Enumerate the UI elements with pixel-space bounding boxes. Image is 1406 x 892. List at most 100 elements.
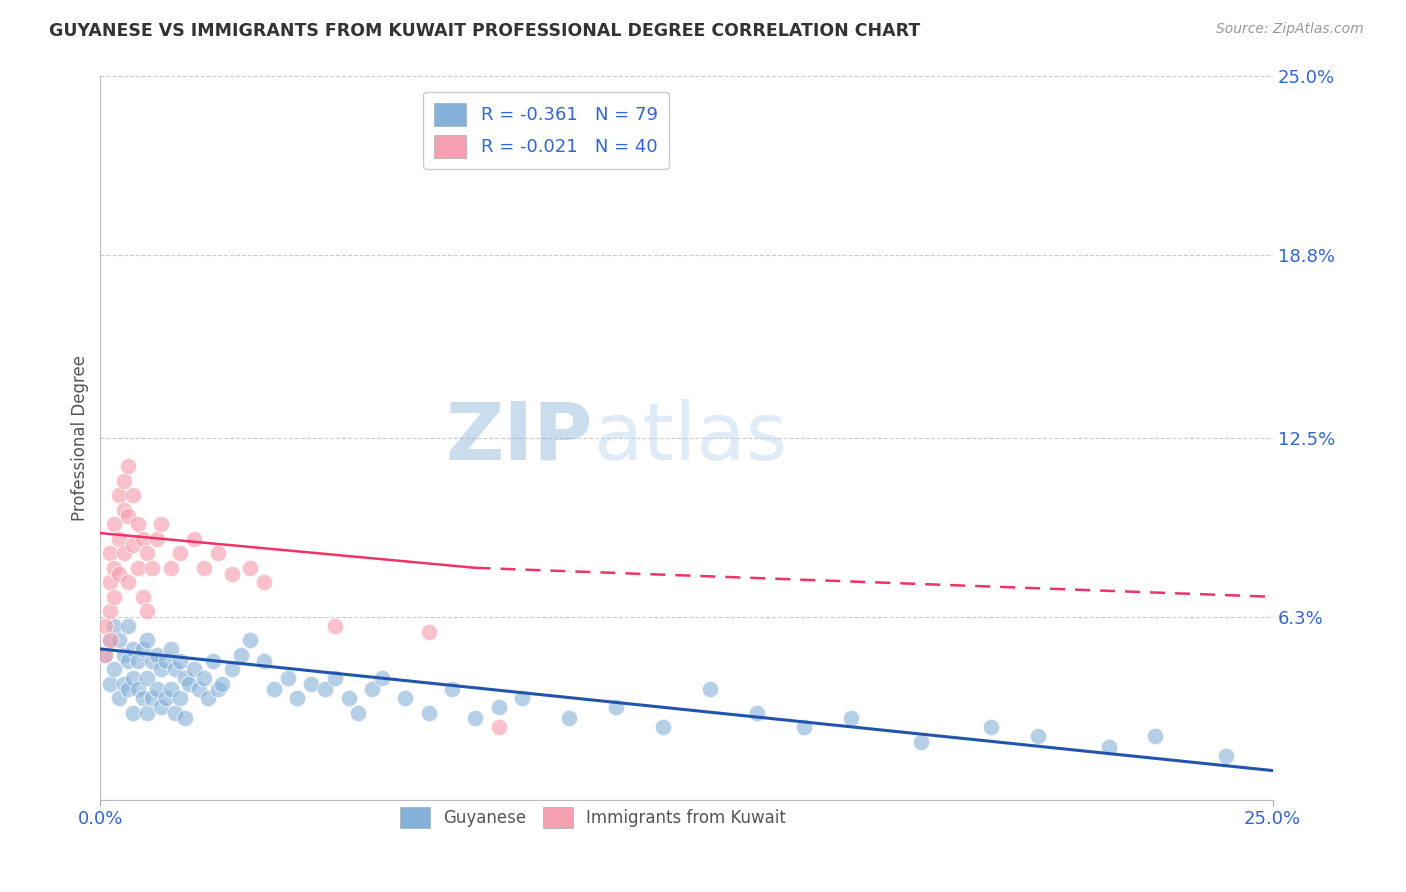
Point: [127, 561, 149, 575]
Point: [122, 671, 145, 685]
Point: [98, 633, 121, 648]
Point: [263, 682, 285, 697]
Point: [108, 633, 131, 648]
Point: [441, 682, 464, 697]
Point: [183, 662, 205, 676]
Point: [94, 648, 117, 662]
Point: [108, 566, 131, 581]
Point: [141, 653, 163, 667]
Point: [173, 671, 195, 685]
Point: [103, 590, 125, 604]
Point: [187, 682, 209, 697]
Point: [108, 532, 131, 546]
Point: [112, 546, 135, 560]
Point: [117, 653, 139, 667]
Point: [165, 662, 187, 676]
Point: [1026, 729, 1049, 743]
Text: GUYANESE VS IMMIGRANTS FROM KUWAIT PROFESSIONAL DEGREE CORRELATION CHART: GUYANESE VS IMMIGRANTS FROM KUWAIT PROFE…: [49, 22, 921, 40]
Point: [179, 676, 201, 690]
Point: [173, 711, 195, 725]
Point: [150, 699, 173, 714]
Point: [745, 706, 768, 720]
Point: [131, 642, 153, 657]
Point: [103, 517, 125, 532]
Point: [98, 575, 121, 590]
Point: [117, 508, 139, 523]
Point: [207, 546, 229, 560]
Point: [394, 691, 416, 706]
Point: [145, 682, 167, 697]
Point: [94, 619, 117, 633]
Point: [117, 575, 139, 590]
Point: [239, 561, 262, 575]
Point: [512, 691, 534, 706]
Point: [193, 671, 215, 685]
Point: [141, 561, 163, 575]
Point: [155, 653, 177, 667]
Point: [605, 699, 627, 714]
Point: [98, 604, 121, 618]
Point: [1215, 749, 1237, 764]
Point: [155, 691, 177, 706]
Point: [159, 642, 181, 657]
Point: [314, 682, 336, 697]
Point: [910, 734, 932, 748]
Point: [558, 711, 581, 725]
Point: [229, 648, 252, 662]
Point: [94, 648, 117, 662]
Point: [112, 474, 135, 488]
Point: [127, 653, 149, 667]
Point: [1097, 740, 1119, 755]
Point: [131, 532, 153, 546]
Text: ZIP: ZIP: [446, 399, 593, 476]
Point: [299, 676, 322, 690]
Legend: Guyanese, Immigrants from Kuwait: Guyanese, Immigrants from Kuwait: [392, 800, 793, 835]
Point: [183, 532, 205, 546]
Point: [150, 662, 173, 676]
Point: [136, 671, 159, 685]
Point: [131, 590, 153, 604]
Point: [117, 459, 139, 474]
Point: [122, 642, 145, 657]
Point: [108, 691, 131, 706]
Point: [159, 561, 181, 575]
Point: [145, 532, 167, 546]
Point: [370, 671, 392, 685]
Point: [136, 546, 159, 560]
Text: Source: ZipAtlas.com: Source: ZipAtlas.com: [1216, 22, 1364, 37]
Point: [323, 671, 346, 685]
Point: [165, 706, 187, 720]
Point: [98, 633, 121, 648]
Point: [347, 706, 370, 720]
Point: [136, 706, 159, 720]
Point: [169, 546, 191, 560]
Point: [103, 662, 125, 676]
Point: [127, 682, 149, 697]
Point: [103, 561, 125, 575]
Point: [112, 676, 135, 690]
Point: [136, 604, 159, 618]
Point: [361, 682, 384, 697]
Point: [201, 653, 224, 667]
Point: [488, 699, 510, 714]
Point: [98, 676, 121, 690]
Point: [277, 671, 299, 685]
Point: [122, 706, 145, 720]
Point: [253, 653, 276, 667]
Point: [117, 682, 139, 697]
Point: [221, 566, 243, 581]
Point: [337, 691, 360, 706]
Point: [1144, 729, 1167, 743]
Point: [127, 517, 149, 532]
Point: [145, 648, 167, 662]
Point: [141, 691, 163, 706]
Point: [464, 711, 486, 725]
Point: [197, 691, 219, 706]
Point: [418, 624, 440, 639]
Point: [652, 720, 675, 734]
Point: [699, 682, 721, 697]
Point: [418, 706, 440, 720]
Point: [285, 691, 308, 706]
Point: [211, 676, 233, 690]
Point: [793, 720, 815, 734]
